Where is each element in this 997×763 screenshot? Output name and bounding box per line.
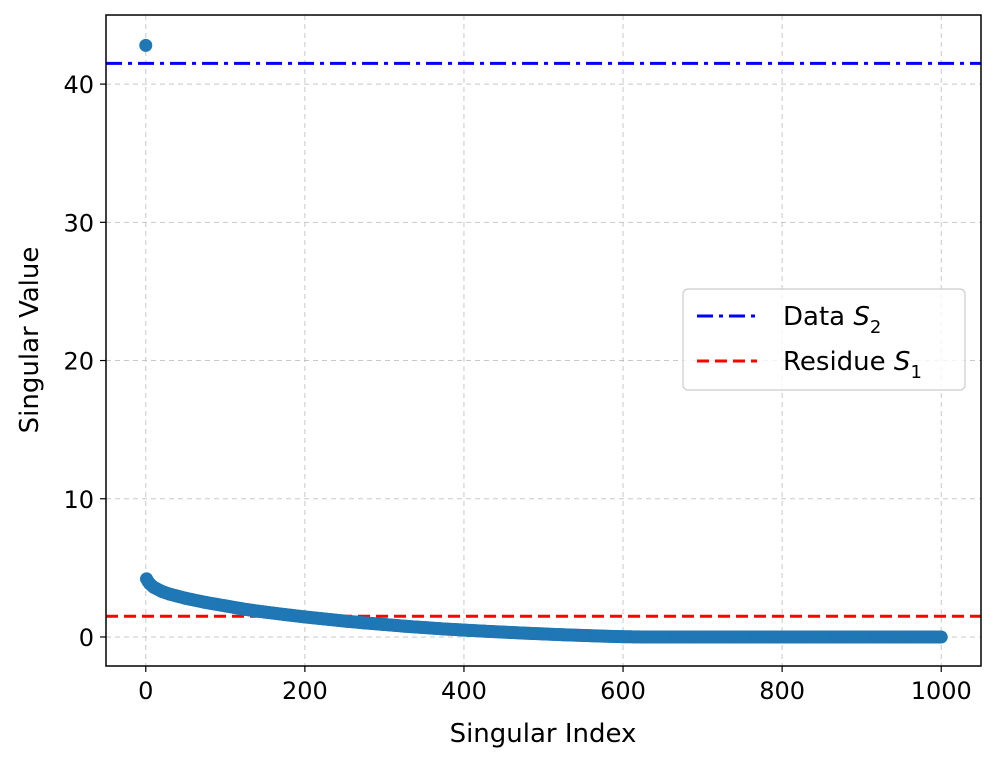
scatter-point: [855, 630, 869, 644]
scatter-point: [696, 630, 710, 644]
scatter-point: [636, 630, 650, 644]
scatter-point: [576, 628, 590, 642]
plot-frame: [105, 14, 982, 667]
x-tick-label: 400: [441, 677, 487, 705]
y-tick-label: 0: [79, 624, 94, 652]
scatter-point: [218, 599, 232, 613]
scatter-point: [894, 630, 908, 644]
x-tick-label: 600: [600, 677, 646, 705]
legend: Data S2 Residue S1: [682, 288, 966, 391]
y-axis-label: Singular Value: [15, 247, 45, 434]
scatter-point: [517, 626, 531, 640]
y-tick-label: 10: [63, 486, 94, 514]
scatter-point: [278, 608, 292, 622]
y-tick-label: 40: [63, 71, 94, 99]
legend-box: [682, 288, 966, 391]
scatter-point: [318, 612, 332, 626]
scatter-point: [556, 628, 570, 642]
scatter-point: [537, 627, 550, 641]
y-tick-label: 30: [63, 209, 94, 237]
scatter-point: [815, 630, 829, 644]
legend-entry-data: Data S2: [783, 302, 881, 338]
scatter-point: [258, 605, 272, 619]
scatter-point: [616, 630, 630, 644]
scatter-point: [775, 630, 789, 644]
scatter-point: [139, 38, 153, 52]
scatter-point: [238, 602, 252, 616]
scatter-point: [656, 630, 670, 644]
scatter-point: [377, 618, 391, 632]
scatter-point: [477, 624, 491, 638]
scatter-point: [179, 591, 193, 605]
x-tick-label: 200: [282, 677, 328, 705]
scatter-point: [358, 616, 372, 630]
x-tick-label: 800: [759, 677, 805, 705]
scatter-point: [457, 623, 471, 637]
x-axis-label: Singular Index: [450, 719, 637, 749]
scatter-point: [596, 629, 610, 643]
scatter-point: [298, 610, 312, 624]
scatter-point: [338, 614, 352, 628]
scatter-point: [934, 630, 948, 644]
axis-ticks: 0 200 400 600 800 1000 0 10 20 30 40: [63, 71, 971, 705]
legend-entry-residue: Residue S1: [783, 347, 922, 383]
scatter-point: [437, 622, 451, 636]
x-tick-label: 1000: [911, 677, 972, 705]
y-tick-label: 20: [63, 348, 94, 376]
scatter-point: [497, 625, 511, 639]
scatter-point: [397, 619, 411, 633]
scatter-series: [139, 38, 948, 644]
scatter-point: [198, 595, 212, 609]
scatter-point: [735, 630, 749, 644]
x-tick-label: 0: [138, 677, 153, 705]
scatter-point: [417, 621, 431, 635]
